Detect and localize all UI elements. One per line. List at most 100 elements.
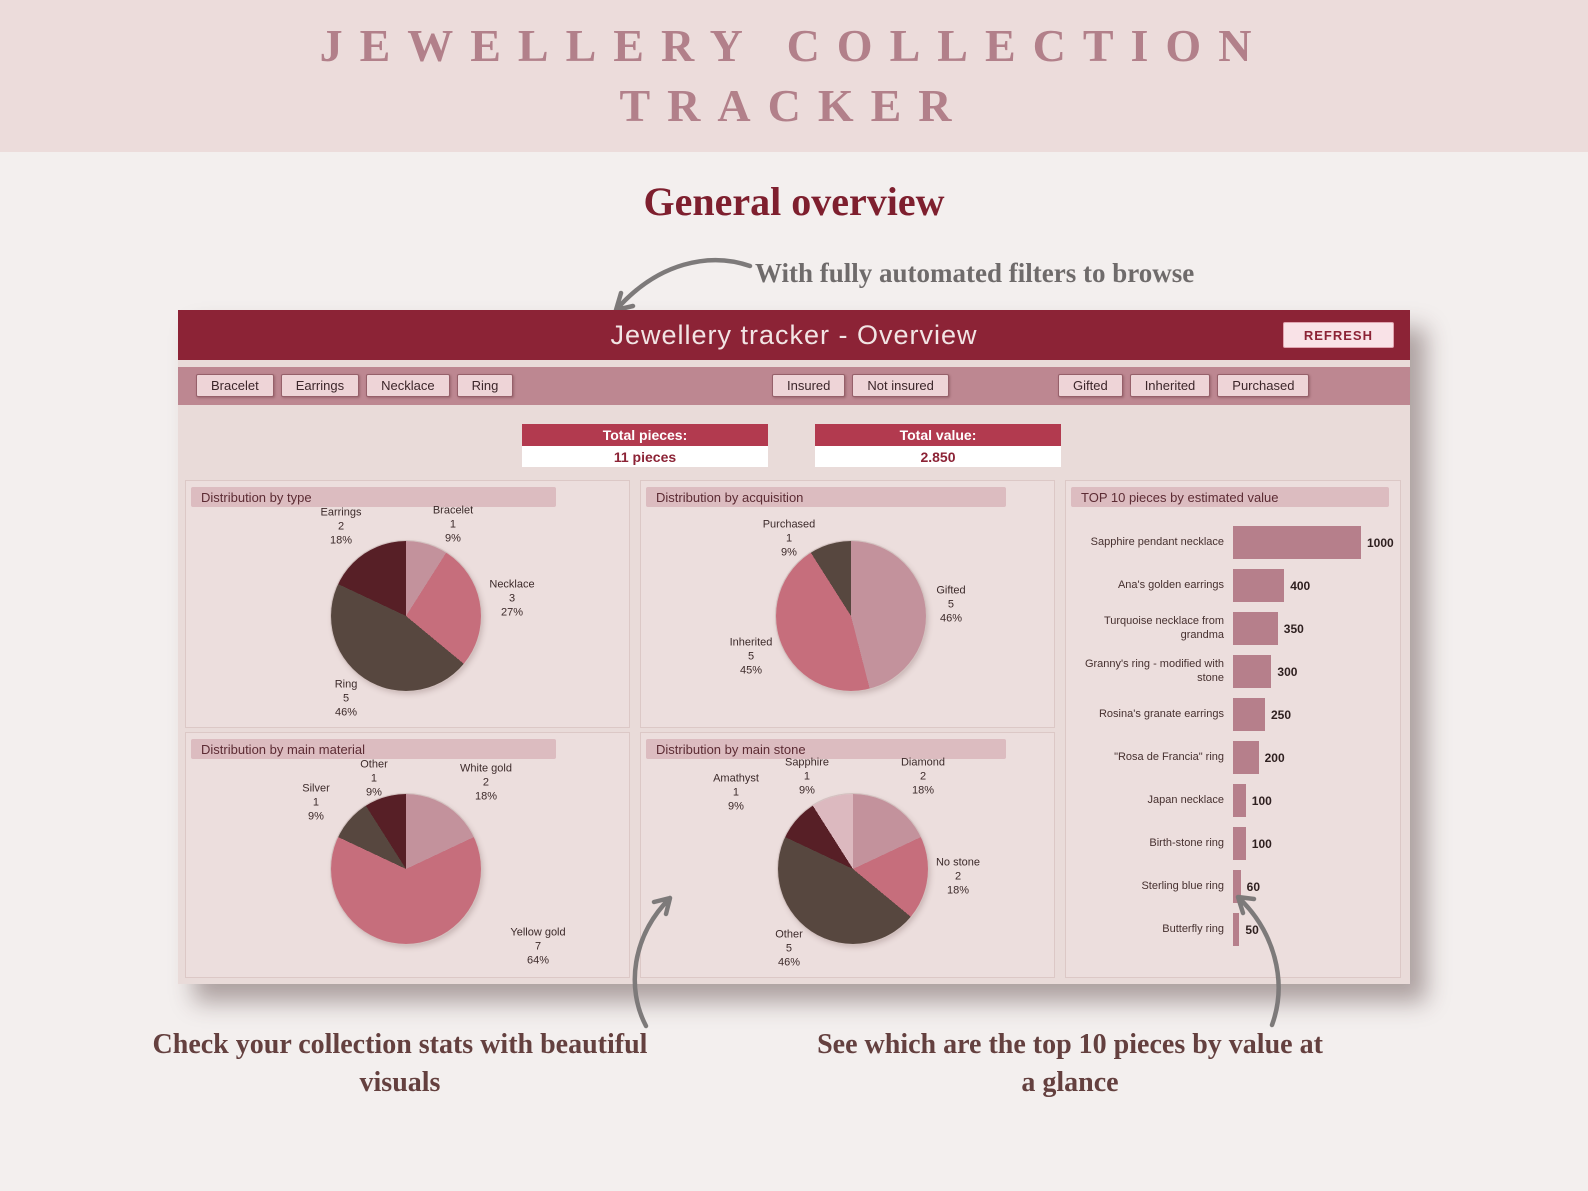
bar-category-label: "Rosa de Francia" ring bbox=[1114, 750, 1224, 763]
pie-slice-label: Amathyst 1 9% bbox=[713, 772, 759, 812]
bar-row: Japan necklace 100 bbox=[1074, 779, 1396, 822]
bar bbox=[1233, 827, 1246, 860]
bar-value-label: 250 bbox=[1271, 707, 1292, 722]
dashboard-title: Jewellery tracker - Overview bbox=[610, 319, 978, 350]
filter-group-type: Bracelet Earrings Necklace Ring bbox=[196, 374, 514, 397]
pie-slice-label: Purchased 1 9% bbox=[762, 518, 816, 558]
filter-bar: Bracelet Earrings Necklace Ring Insured Not … bbox=[178, 367, 1410, 405]
chart-title: TOP 10 pieces by estimated value bbox=[1071, 487, 1389, 507]
pie-slice-label: Sapphire 1 9% bbox=[784, 756, 830, 796]
dashboard-header: Jewellery tracker - Overview REFRESH bbox=[178, 310, 1410, 360]
bar bbox=[1233, 698, 1265, 731]
pie-chart-material bbox=[331, 794, 481, 944]
bar-row: Sterling blue ring 60 bbox=[1074, 865, 1396, 908]
stat-value: 2.850 bbox=[815, 446, 1061, 467]
bar-category-label: Rosina's granate earrings bbox=[1098, 707, 1224, 720]
pie-slice-label: No stone 2 18% bbox=[935, 856, 981, 896]
chart-title: Distribution by main material bbox=[191, 739, 556, 759]
bar-row: Granny's ring - modified with stone 300 bbox=[1074, 650, 1396, 693]
pie-slice-label: Silver 1 9% bbox=[302, 782, 330, 822]
bar bbox=[1233, 870, 1241, 903]
bar-category-label: Turquoise necklace from grandma bbox=[1103, 615, 1224, 641]
bar-chart-top10: Sapphire pendant necklace 1000 Ana's golde… bbox=[1074, 521, 1396, 951]
bar-row: Rosina's granate earrings 250 bbox=[1074, 693, 1396, 736]
refresh-button[interactable]: REFRESH bbox=[1282, 322, 1394, 348]
filter-button-ring[interactable]: Ring bbox=[456, 374, 514, 397]
bar-value-label: 300 bbox=[1277, 664, 1298, 679]
pie-chart-type bbox=[331, 541, 481, 691]
bar-category-label: Granny's ring - modified with stone bbox=[1084, 658, 1224, 684]
bar-category-label: Butterfly ring bbox=[1162, 922, 1224, 935]
stat-total-pieces: Total pieces: 11 pieces bbox=[522, 424, 768, 467]
pie-slice-label: Bracelet 1 9% bbox=[432, 504, 474, 544]
pie-slice-label: Other 5 46% bbox=[775, 928, 803, 968]
banner-title: JEWELLERY COLLECTION TRACKER bbox=[319, 20, 1269, 131]
filter-group-acquisition: Gifted Inherited Purchased bbox=[1058, 374, 1310, 397]
bar-category-label: Ana's golden earrings bbox=[1117, 578, 1224, 591]
pie-chart-acquisition bbox=[776, 541, 926, 691]
bar-category-label: Sapphire pendant necklace bbox=[1090, 535, 1224, 548]
pie-slice-label: Gifted 5 46% bbox=[936, 584, 966, 624]
bar bbox=[1233, 784, 1246, 817]
chart-panel-stone: Distribution by main stone Diamond 2 18% No… bbox=[640, 732, 1055, 978]
bar bbox=[1233, 526, 1361, 559]
chart-title: Distribution by type bbox=[191, 487, 556, 507]
bar-value-label: 200 bbox=[1264, 750, 1285, 765]
pie-slice-label: Other 1 9% bbox=[360, 758, 388, 798]
caption-right: See which are the top 10 pieces by value… bbox=[817, 1029, 1323, 1098]
pie-slice-label: Diamond 2 18% bbox=[900, 756, 946, 796]
caption-left: Check your collection stats with beautif… bbox=[152, 1029, 648, 1098]
pie-slice-label: Inherited 5 45% bbox=[729, 636, 773, 676]
filter-button-bracelet[interactable]: Bracelet bbox=[196, 374, 274, 397]
bar-row: "Rosa de Francia" ring 200 bbox=[1074, 736, 1396, 779]
stat-value: 11 pieces bbox=[522, 446, 768, 467]
pie-slice-label: Yellow gold 7 64% bbox=[510, 926, 566, 966]
stat-total-value: Total value: 2.850 bbox=[815, 424, 1061, 467]
pie-slice-label: Necklace 3 27% bbox=[489, 578, 535, 618]
chart-panel-type: Distribution by type Bracelet 1 9% Necklace… bbox=[185, 480, 630, 728]
dashboard-window: Jewellery tracker - Overview REFRESH Bra… bbox=[178, 310, 1410, 984]
bar-row: Birth-stone ring 100 bbox=[1074, 822, 1396, 865]
filter-button-inherited[interactable]: Inherited bbox=[1129, 374, 1211, 397]
pie-chart-stone bbox=[778, 794, 928, 944]
annotation-filters: With fully automated filters to browse bbox=[755, 258, 1195, 288]
bar-row: Ana's golden earrings 400 bbox=[1074, 564, 1396, 607]
chart-panel-acquisition: Distribution by acquisition Gifted 5 46% In… bbox=[640, 480, 1055, 728]
pie-slice-label: White gold 2 18% bbox=[460, 762, 512, 802]
filter-button-purchased[interactable]: Purchased bbox=[1217, 374, 1310, 397]
chart-panel-material: Distribution by main material White gold… bbox=[185, 732, 630, 978]
bar-value-label: 100 bbox=[1251, 836, 1272, 851]
filter-button-insured[interactable]: Insured bbox=[772, 374, 846, 397]
bar-value-label: 1000 bbox=[1367, 535, 1394, 550]
chart-panel-top10: TOP 10 pieces by estimated value Sapphir… bbox=[1065, 480, 1401, 978]
filter-button-earrings[interactable]: Earrings bbox=[280, 374, 360, 397]
filter-button-gifted[interactable]: Gifted bbox=[1058, 374, 1123, 397]
bar-value-label: 50 bbox=[1245, 922, 1259, 937]
bar bbox=[1233, 741, 1259, 774]
bar bbox=[1233, 569, 1285, 602]
arrow-bottom-left-icon bbox=[632, 895, 673, 1029]
bar bbox=[1233, 655, 1272, 688]
bar-value-label: 400 bbox=[1290, 578, 1311, 593]
bar-row: Sapphire pendant necklace 1000 bbox=[1074, 521, 1396, 564]
bar-row: Turquoise necklace from grandma 350 bbox=[1074, 607, 1396, 650]
bar bbox=[1233, 913, 1240, 946]
stat-label: Total pieces: bbox=[522, 424, 768, 446]
bar-value-label: 100 bbox=[1251, 793, 1272, 808]
bar-category-label: Sterling blue ring bbox=[1141, 879, 1224, 892]
bar-value-label: 60 bbox=[1246, 879, 1261, 894]
bar-value-label: 350 bbox=[1283, 621, 1304, 636]
bar bbox=[1233, 612, 1278, 645]
pie-slice-label: Ring 5 46% bbox=[334, 678, 358, 718]
stat-label: Total value: bbox=[815, 424, 1061, 446]
filter-button-not-insured[interactable]: Not insured bbox=[852, 374, 949, 397]
arrow-bottom-right-icon bbox=[1235, 894, 1281, 1028]
filter-group-insurance: Insured Not insured bbox=[772, 374, 949, 397]
chart-title: Distribution by acquisition bbox=[646, 487, 1006, 507]
pie-slice-label: Earrings 2 18% bbox=[320, 506, 362, 546]
top-banner: JEWELLERY COLLECTION TRACKER bbox=[0, 0, 1588, 152]
chart-title: Distribution by main stone bbox=[646, 739, 1006, 759]
filter-button-necklace[interactable]: Necklace bbox=[366, 374, 450, 397]
bar-category-label: Birth-stone ring bbox=[1149, 836, 1224, 849]
